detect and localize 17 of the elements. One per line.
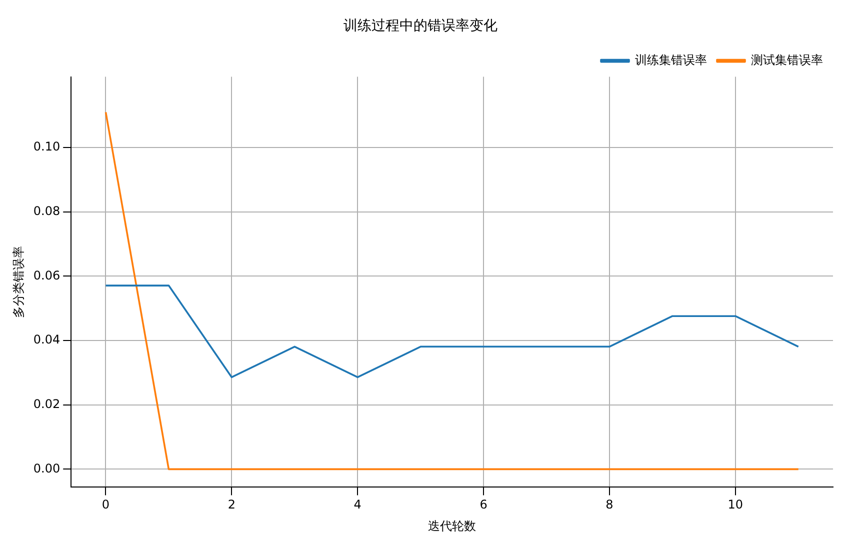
x-tick-label: 0 [102, 498, 110, 512]
x-axis-title: 迭代轮数 [428, 518, 476, 533]
x-tick-label: 6 [480, 498, 488, 512]
y-axis-title: 多分类错误率 [11, 246, 26, 318]
y-tick-label: 0.04 [33, 332, 60, 347]
y-tick-label: 0.10 [33, 140, 60, 154]
x-tick-label: 4 [354, 498, 362, 512]
chart-title: 训练过程中的错误率变化 [344, 18, 498, 34]
y-tick-label: 0.00 [33, 461, 60, 476]
legend-label: 训练集错误率 [635, 52, 707, 67]
x-tick-label: 10 [728, 498, 744, 512]
y-tick-label: 0.06 [33, 268, 60, 282]
y-tick-label: 0.02 [33, 396, 60, 411]
y-tick-label: 0.08 [33, 204, 60, 218]
x-tick-label: 8 [606, 498, 614, 512]
x-tick-label: 2 [228, 498, 236, 512]
legend-label: 测试集错误率 [751, 52, 823, 67]
